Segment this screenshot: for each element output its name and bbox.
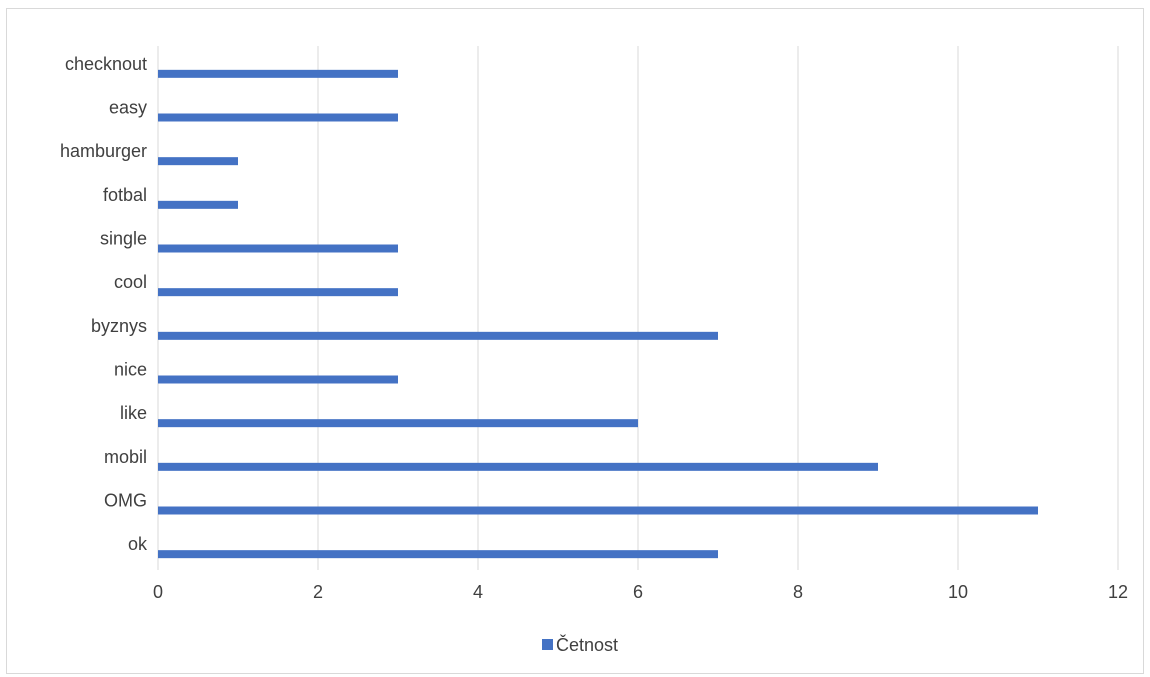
category-label: ok [128,534,148,554]
x-tick-label: 0 [153,582,163,602]
category-labels: ok OMG mobil like nice byznys cool single fotbal… [60,54,148,554]
bar [158,288,398,297]
bar [158,462,878,471]
tick-labels: 0 2 4 6 8 10 12 [153,582,1128,602]
bar [158,244,398,253]
bars [158,69,1038,559]
category-label: nice [114,360,147,380]
category-label: hamburger [60,141,147,161]
category-label: easy [109,98,147,118]
category-label: mobil [104,447,147,467]
bar [158,375,398,384]
bar [158,419,638,428]
x-tick-label: 12 [1108,582,1128,602]
bar [158,550,718,559]
bar [158,69,398,78]
bar [158,331,718,340]
legend: Četnost [542,634,618,655]
category-label: fotbal [103,185,147,205]
category-label: cool [114,272,147,292]
bar [158,113,398,122]
legend-swatch [542,639,553,650]
bar [158,200,238,209]
category-label: single [100,229,147,249]
x-tick-label: 8 [793,582,803,602]
x-tick-label: 10 [948,582,968,602]
bar [158,157,238,166]
bar [158,506,1038,515]
gridlines [157,46,1119,570]
category-label: byznys [91,316,147,336]
category-label: OMG [104,491,147,511]
x-tick-label: 6 [633,582,643,602]
x-tick-label: 2 [313,582,323,602]
category-label: like [120,403,147,423]
x-tick-label: 4 [473,582,483,602]
legend-label: Četnost [556,634,618,655]
category-label: checknout [65,54,147,74]
